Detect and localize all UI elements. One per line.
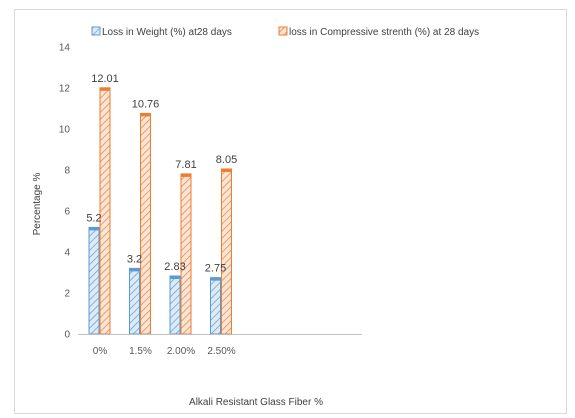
data-label: 10.76 — [132, 98, 160, 110]
y-tick-label: 10 — [59, 125, 71, 136]
data-label: 2.75 — [205, 263, 226, 275]
y-tick-label: 8 — [64, 166, 70, 177]
legend-swatch-weight — [91, 26, 101, 36]
bar-loss-in-weight — [210, 277, 221, 335]
bar-loss-in-compressive-strength — [140, 112, 151, 335]
bar-top-cap — [129, 268, 140, 272]
y-axis-title: Percentage % — [32, 172, 43, 235]
y-tick-label: 2 — [64, 289, 70, 300]
data-label: 2.83 — [164, 261, 185, 273]
data-label: 12.01 — [91, 73, 119, 85]
x-tick-label: 2.50% — [207, 346, 235, 357]
bar-top-cap — [89, 227, 99, 231]
legend-item-weight: Loss in Weight (%) at28 days — [91, 26, 232, 38]
data-label: 8.05 — [216, 154, 237, 166]
x-tick-label: 2.00% — [167, 346, 195, 357]
legend-label-compressive: loss in Compressive strenth (%) at 28 da… — [289, 27, 479, 38]
data-label: 7.81 — [175, 159, 196, 171]
bar-loss-in-compressive-strength — [180, 173, 192, 335]
bar-loss-in-compressive-strength — [99, 87, 111, 335]
bar-loss-in-weight — [169, 275, 181, 335]
legend: Loss in Weight (%) at28 days loss in Com… — [91, 26, 479, 38]
y-tick-label: 14 — [59, 43, 71, 54]
bar-loss-in-weight — [88, 226, 100, 335]
legend-label-weight: Loss in Weight (%) at28 days — [102, 27, 232, 38]
data-label: 3.2 — [127, 253, 142, 265]
y-tick-label: 4 — [64, 248, 70, 259]
y-axis-ticks: 0 2 4 6 8 10 12 14 — [59, 43, 71, 341]
y-tick-label: 0 — [64, 330, 70, 341]
bar-top-cap — [181, 173, 191, 177]
legend-swatch-compressive — [278, 26, 288, 36]
bar-loss-in-weight — [129, 267, 140, 335]
y-tick-label: 12 — [59, 84, 71, 95]
data-label: 5.2 — [86, 212, 101, 224]
bar-top-cap — [221, 168, 232, 172]
x-tick-label: 1.5% — [129, 346, 152, 357]
bar-top-cap — [140, 113, 151, 117]
legend-item-compressive: loss in Compressive strenth (%) at 28 da… — [278, 26, 479, 38]
data-labels: 5.2 12.01 3.2 10.76 2.83 7.81 2.75 8.05 — [86, 73, 237, 275]
bar-top-cap — [170, 275, 180, 279]
x-axis-ticks: 0% 1.5% 2.00% 2.50% — [93, 346, 236, 357]
x-tick-label: 0% — [93, 346, 108, 357]
x-axis-title: Alkali Resistant Glass Fiber % — [189, 397, 323, 408]
bar-loss-in-compressive-strength — [221, 168, 232, 335]
y-tick-label: 6 — [64, 207, 70, 218]
bars — [88, 87, 232, 335]
bar-top-cap — [210, 277, 221, 281]
bar-top-cap — [100, 87, 110, 91]
